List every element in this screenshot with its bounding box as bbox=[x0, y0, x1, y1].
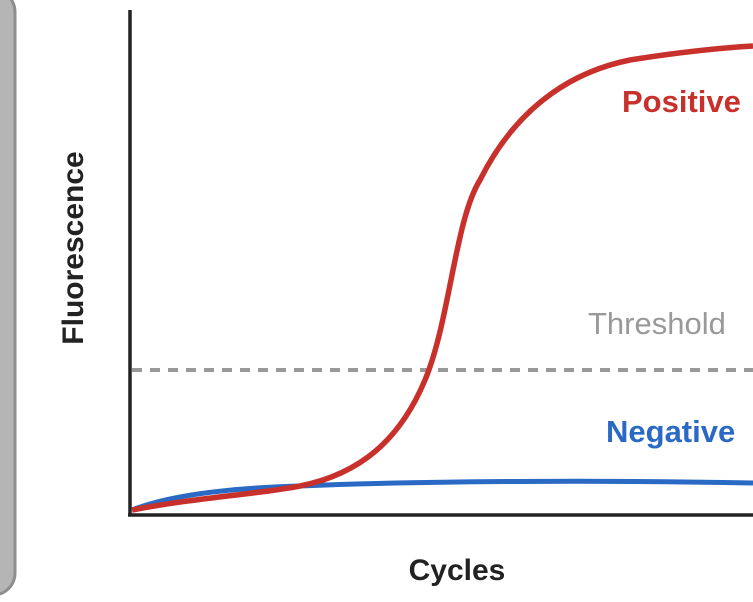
threshold-label: Threshold bbox=[588, 306, 726, 341]
x-axis-label: Cycles bbox=[409, 554, 506, 587]
positive-curve bbox=[131, 43, 753, 513]
y-axis-label: Fluorescence bbox=[57, 151, 90, 344]
side-panel bbox=[0, 0, 17, 596]
negative-label: Negative bbox=[606, 414, 735, 449]
negative-curve bbox=[131, 478, 753, 513]
positive-label: Positive bbox=[622, 84, 741, 119]
